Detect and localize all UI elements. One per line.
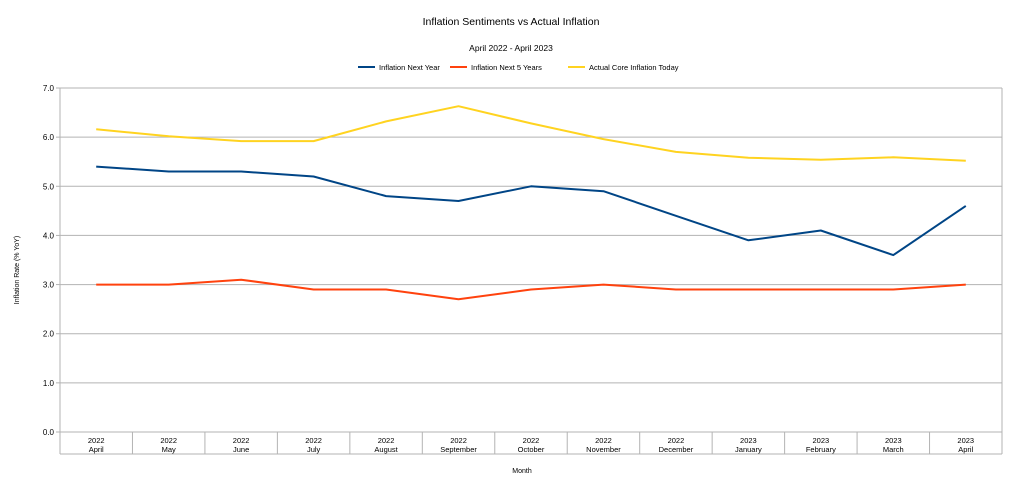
x-tick-year: 2022 <box>450 436 467 445</box>
y-tick-label: 4.0 <box>43 231 55 240</box>
x-tick-year: 2023 <box>885 436 902 445</box>
x-tick-month: August <box>374 445 398 454</box>
x-tick-month: February <box>806 445 836 454</box>
series-lines <box>96 105 967 301</box>
x-tick-month: April <box>89 445 104 454</box>
x-tick-month: September <box>440 445 477 454</box>
grid-lines <box>56 87 1003 455</box>
series-line-inflation-next-5-years <box>96 278 966 301</box>
series-line-actual-core-inflation-today <box>96 105 966 162</box>
y-tick-label: 7.0 <box>43 84 55 93</box>
legend-label: Inflation Next Year <box>379 63 440 72</box>
series-line-inflation-next-year <box>96 165 967 257</box>
x-tick-year: 2022 <box>305 436 322 445</box>
x-tick-month: June <box>233 445 249 454</box>
x-tick-month: July <box>307 445 321 454</box>
x-tick-month: March <box>883 445 904 454</box>
y-axis-label: Inflation Rate (% YoY) <box>14 236 21 305</box>
y-axis-ticks: 0.0 1.0 2.0 3.0 4.0 5.0 6.0 7.0 <box>43 84 55 437</box>
x-tick-year: 2023 <box>957 436 974 445</box>
x-tick-month: October <box>518 445 545 454</box>
x-tick-year: 2022 <box>595 436 612 445</box>
x-tick-year: 2023 <box>813 436 830 445</box>
legend-label: Inflation Next 5 Years <box>471 63 542 72</box>
y-tick-label: 1.0 <box>43 379 55 388</box>
x-tick-year: 2022 <box>668 436 685 445</box>
x-tick-month: May <box>162 445 176 454</box>
x-tick-month: November <box>586 445 621 454</box>
y-tick-label: 2.0 <box>43 330 55 339</box>
y-tick-label: 3.0 <box>43 281 55 290</box>
x-tick-year: 2022 <box>160 436 177 445</box>
x-axis-ticks: 2022April2022May2022June2022July2022Augu… <box>88 436 974 454</box>
chart-subtitle: April 2022 - April 2023 <box>469 43 553 53</box>
x-tick-year: 2023 <box>740 436 757 445</box>
x-tick-month: December <box>659 445 694 454</box>
x-tick-year: 2022 <box>233 436 250 445</box>
x-axis-label: Month <box>512 468 532 475</box>
x-tick-year: 2022 <box>378 436 395 445</box>
y-tick-label: 6.0 <box>43 133 55 142</box>
legend: Inflation Next Year Inflation Next 5 Year… <box>358 63 679 72</box>
y-tick-label: 0.0 <box>43 428 55 437</box>
x-tick-year: 2022 <box>523 436 540 445</box>
x-tick-year: 2022 <box>88 436 105 445</box>
x-tick-month: April <box>958 445 973 454</box>
chart-title: Inflation Sentiments vs Actual Inflation <box>423 16 600 28</box>
y-tick-label: 5.0 <box>43 182 55 191</box>
legend-label: Actual Core Inflation Today <box>589 63 679 72</box>
x-tick-month: January <box>735 445 762 454</box>
